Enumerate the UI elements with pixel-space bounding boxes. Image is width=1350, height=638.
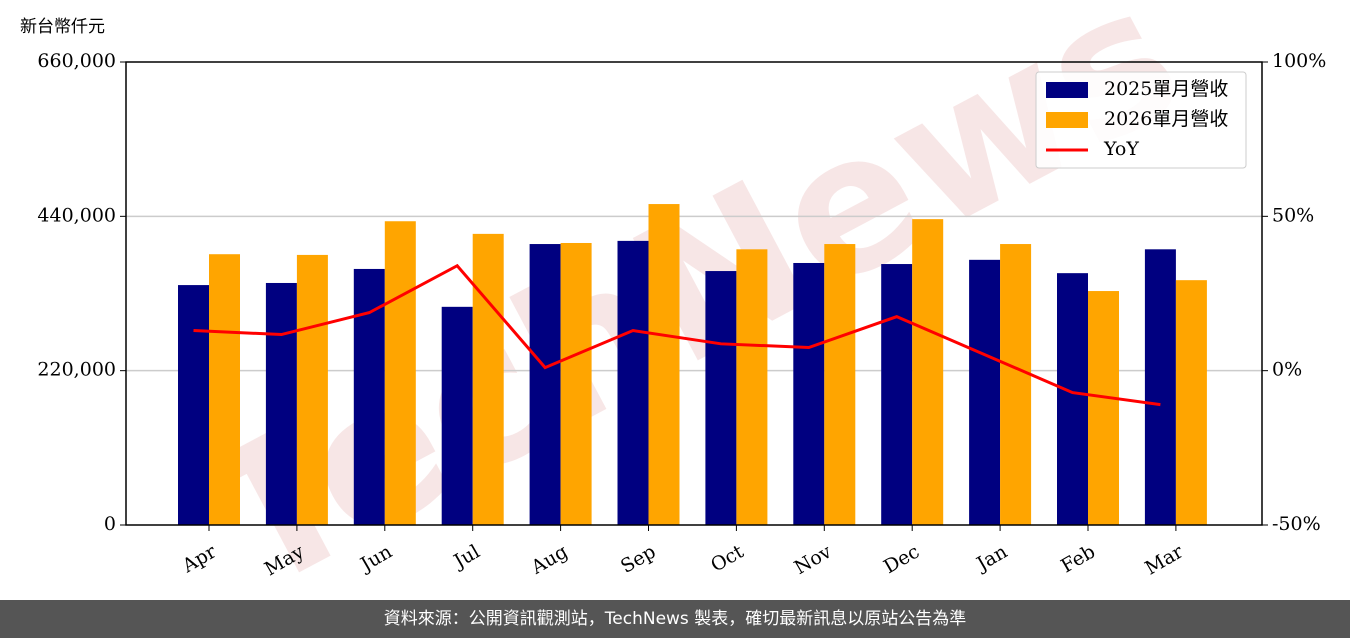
y2-tick-label: 0% [1272,359,1302,381]
bar [912,219,944,525]
bar [472,233,504,525]
x-tick-label: Oct [707,540,748,576]
bar [1144,249,1176,525]
bar [705,271,737,525]
bar [824,244,856,525]
x-tick-label: Mar [1141,540,1187,579]
bar [178,285,209,525]
bar [1088,291,1119,525]
bar [529,244,561,525]
bar [384,221,416,525]
bar [793,262,825,525]
x-tick-label: Aug [527,541,572,580]
bar [209,254,240,525]
bar [1000,244,1032,525]
y-tick-label: 0 [104,513,116,535]
x-tick-label: Sep [617,541,660,578]
legend-label: YoY [1103,138,1139,160]
y-tick-label: 440,000 [37,204,116,226]
legend-box [1035,71,1247,169]
x-tick-label: Nov [791,540,836,579]
y2-tick-label: 100% [1272,50,1326,72]
bar [1175,280,1207,525]
y-axis-label: 新台幣仟元 [20,17,105,37]
footer: 資料來源：公開資訊觀測站，TechNews 製表，確切最新訊息以原站公告為準 [0,600,1350,638]
x-tick-label: Jan [971,541,1011,577]
x-tick-label: Dec [880,541,923,579]
bar [881,264,913,525]
legend-swatch [1046,82,1088,98]
x-tick-label: Jul [449,541,484,574]
bar [296,254,328,525]
x-tick-label: Apr [178,540,221,577]
bar [441,306,473,525]
bar [1057,273,1088,525]
bar [617,240,649,526]
chart: 新台幣仟元 TechNews 0220,000440,000660,000-50… [20,0,1326,600]
y-tick-label: 660,000 [37,50,116,72]
bar [969,259,1001,525]
legend-label: 2025單月營收 [1104,78,1228,100]
plot-frame [125,61,1263,526]
legend-swatch [1046,112,1088,128]
bar [736,249,768,525]
y2-tick-label: -50% [1272,513,1321,535]
legend-label: 2026單月營收 [1104,108,1228,130]
bar [560,242,592,525]
line [193,263,1161,407]
bar [265,282,297,525]
y-tick-label: 220,000 [37,359,116,381]
bar [648,204,680,525]
y2-tick-label: 50% [1272,204,1314,226]
x-tick-label: Feb [1057,541,1099,578]
